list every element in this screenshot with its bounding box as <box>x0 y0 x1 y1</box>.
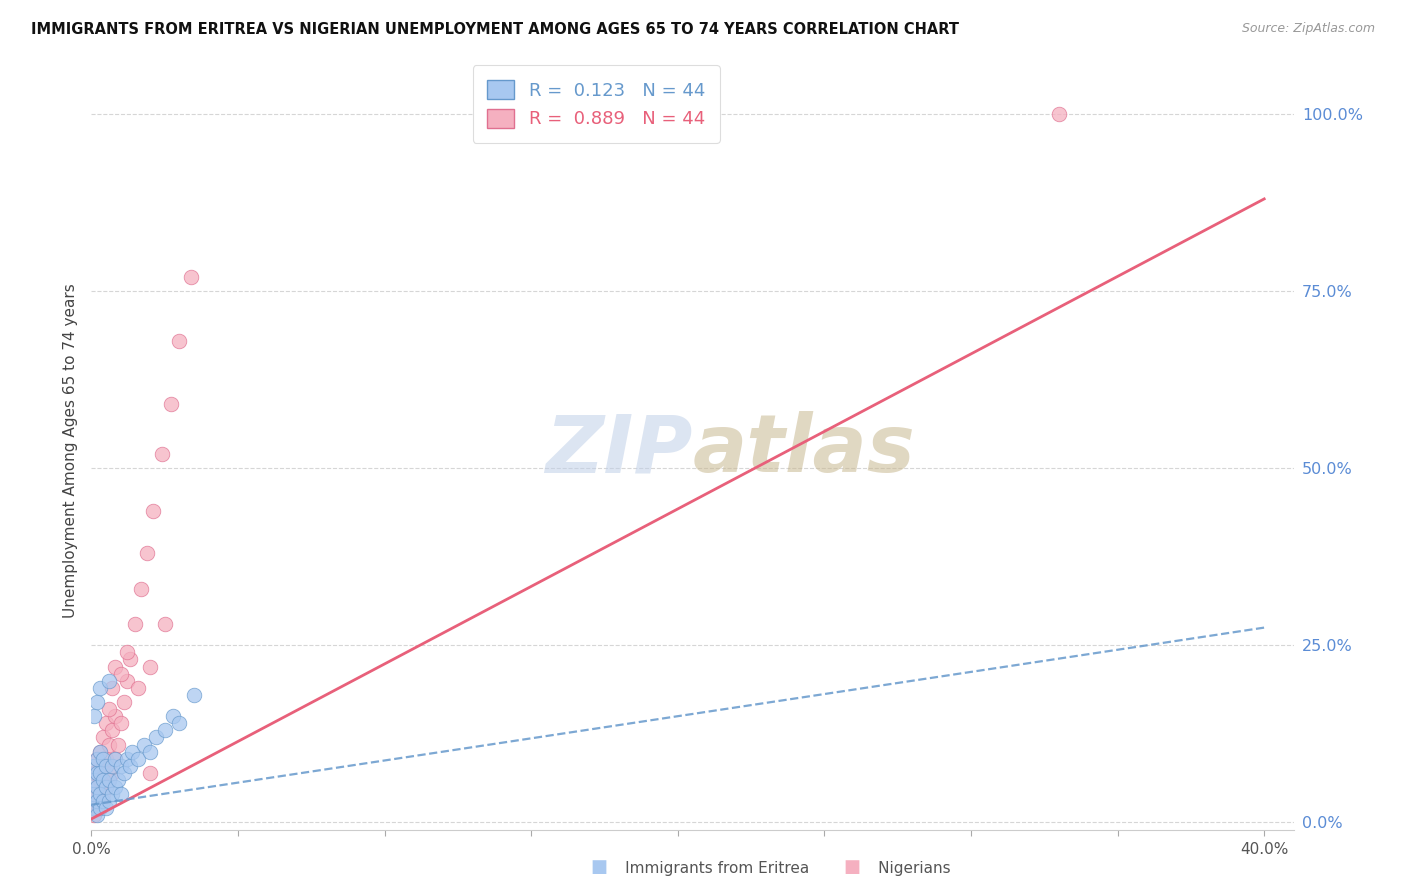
Point <box>139 659 162 673</box>
Point <box>107 738 129 752</box>
Point <box>86 752 108 766</box>
Y-axis label: Unemployment Among Ages 65 to 74 years: Unemployment Among Ages 65 to 74 years <box>62 283 77 618</box>
Point <box>89 681 111 695</box>
Point <box>94 780 117 794</box>
Point <box>86 780 108 794</box>
Point <box>86 752 108 766</box>
Point <box>89 801 111 815</box>
Point <box>83 801 105 815</box>
Point <box>86 695 108 709</box>
Point <box>115 752 138 766</box>
Text: ■: ■ <box>844 858 860 876</box>
Point <box>94 759 117 773</box>
Point <box>110 787 132 801</box>
Point <box>110 716 132 731</box>
Point <box>101 681 124 695</box>
Point <box>121 745 143 759</box>
Point <box>104 659 127 673</box>
Point <box>94 801 117 815</box>
Text: Source: ZipAtlas.com: Source: ZipAtlas.com <box>1241 22 1375 36</box>
Point <box>127 752 149 766</box>
Point <box>98 738 121 752</box>
Point <box>124 617 146 632</box>
Point <box>89 787 111 801</box>
Point <box>104 780 127 794</box>
Point <box>107 772 129 787</box>
Point <box>169 716 191 731</box>
Point <box>86 765 108 780</box>
Point <box>94 780 117 794</box>
Point <box>110 759 132 773</box>
Point <box>83 787 105 801</box>
Point <box>83 808 105 822</box>
Point <box>83 709 105 723</box>
Point <box>98 772 121 787</box>
Point <box>183 688 205 702</box>
Point <box>91 772 114 787</box>
Point <box>104 752 127 766</box>
Point <box>150 447 173 461</box>
Point <box>110 666 132 681</box>
Point <box>162 709 184 723</box>
Legend: R =  0.123   N = 44, R =  0.889   N = 44: R = 0.123 N = 44, R = 0.889 N = 44 <box>472 65 720 143</box>
Point <box>86 808 108 822</box>
Point <box>86 780 108 794</box>
Point <box>159 397 181 411</box>
Point <box>101 765 124 780</box>
Point <box>153 723 176 738</box>
Point <box>83 765 105 780</box>
Point <box>83 787 105 801</box>
Point <box>101 759 124 773</box>
Point <box>91 787 114 801</box>
Point <box>91 794 114 808</box>
Point <box>89 745 111 759</box>
Point <box>142 504 165 518</box>
Point <box>98 772 121 787</box>
Point <box>86 801 108 815</box>
Text: atlas: atlas <box>692 411 915 490</box>
Point <box>139 765 162 780</box>
Point <box>89 794 111 808</box>
Point <box>127 681 149 695</box>
Point <box>83 759 105 773</box>
Point <box>101 787 124 801</box>
Text: Nigerians: Nigerians <box>844 861 950 876</box>
Point <box>86 794 108 808</box>
Point <box>145 731 167 745</box>
Point <box>136 546 159 560</box>
Point <box>118 759 141 773</box>
Point <box>180 269 202 284</box>
Point <box>129 582 152 596</box>
Point <box>91 752 114 766</box>
Point <box>83 772 105 787</box>
Point <box>104 709 127 723</box>
Point <box>115 673 138 688</box>
Point <box>89 745 111 759</box>
Point <box>104 752 127 766</box>
Point <box>153 617 176 632</box>
Point <box>101 723 124 738</box>
Text: IMMIGRANTS FROM ERITREA VS NIGERIAN UNEMPLOYMENT AMONG AGES 65 TO 74 YEARS CORRE: IMMIGRANTS FROM ERITREA VS NIGERIAN UNEM… <box>31 22 959 37</box>
Point <box>98 702 121 716</box>
Text: Immigrants from Eritrea: Immigrants from Eritrea <box>591 861 808 876</box>
Text: ■: ■ <box>591 858 607 876</box>
Point <box>98 794 121 808</box>
Point <box>112 695 135 709</box>
Point <box>91 731 114 745</box>
Point <box>112 765 135 780</box>
Point <box>94 752 117 766</box>
Point <box>118 652 141 666</box>
Point <box>115 645 138 659</box>
Point <box>139 745 162 759</box>
Point <box>94 716 117 731</box>
Point <box>89 772 111 787</box>
Point <box>134 738 156 752</box>
Point <box>1047 107 1070 121</box>
Text: ZIP: ZIP <box>546 411 692 490</box>
Point <box>91 759 114 773</box>
Point <box>169 334 191 348</box>
Point <box>89 765 111 780</box>
Point <box>98 673 121 688</box>
